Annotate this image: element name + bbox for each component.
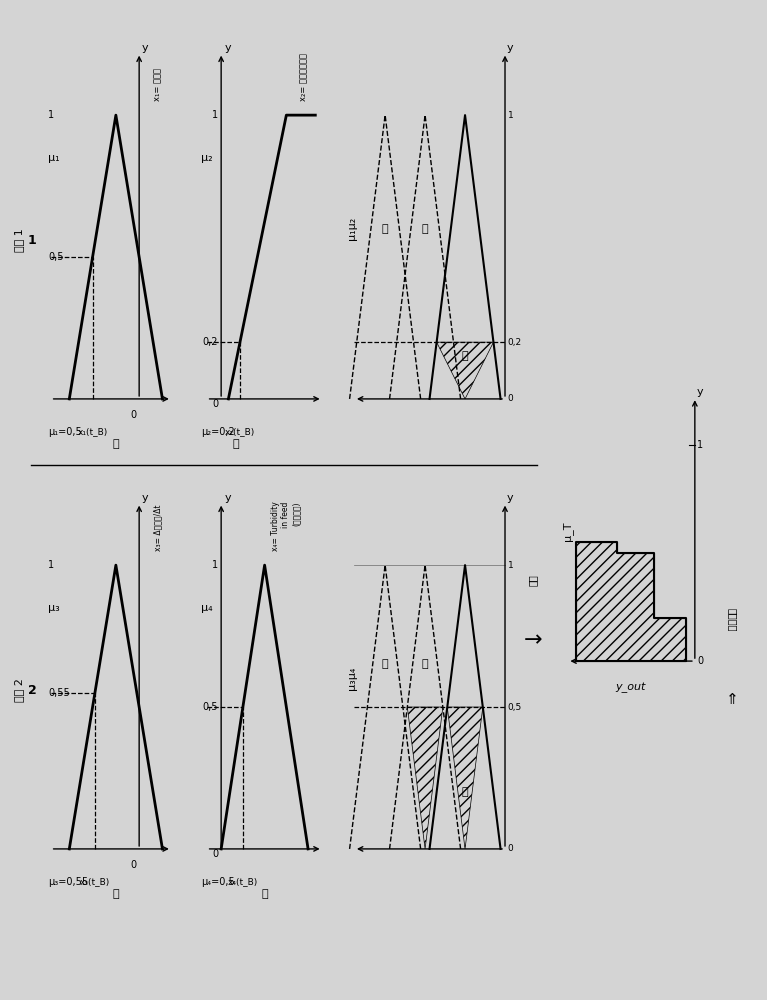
Text: y: y [225,493,232,503]
Text: 1: 1 [508,111,513,120]
Text: 1: 1 [48,110,54,120]
Text: y: y [141,493,148,503]
Text: y: y [225,43,232,53]
Text: 1: 1 [28,233,37,246]
Text: x₄(t_B): x₄(t_B) [228,877,258,886]
Text: μ₁=0,5: μ₁=0,5 [48,427,82,437]
Text: 0: 0 [212,399,219,409]
Text: x₃(t_B): x₃(t_B) [80,877,110,886]
Text: x₁(t_B): x₁(t_B) [77,427,107,436]
Text: 中: 中 [113,889,119,899]
Text: 0: 0 [697,656,703,666]
Text: 小: 小 [232,439,239,449]
Text: y: y [141,43,148,53]
Text: x₂(t_B): x₂(t_B) [225,427,255,436]
Text: 0,2: 0,2 [508,338,522,347]
Text: 0: 0 [130,860,137,870]
Text: y: y [507,43,513,53]
Text: 0: 0 [508,394,513,403]
Text: 1: 1 [212,110,219,120]
Text: μ₁: μ₁ [48,153,60,163]
Text: 中: 中 [422,659,429,669]
Text: 0: 0 [508,844,513,853]
Text: μ₂=0,2: μ₂=0,2 [201,427,235,437]
Text: μ_T: μ_T [562,522,573,541]
Text: 大: 大 [382,224,388,234]
Text: 小: 小 [462,787,469,797]
Text: 中: 中 [113,439,119,449]
Text: μ₃: μ₃ [48,603,60,613]
Text: 规则 1: 规则 1 [14,228,25,252]
Text: 0,2: 0,2 [202,337,219,347]
Text: 合成: 合成 [528,574,538,586]
Text: μ₁μ₂: μ₁μ₂ [347,217,357,240]
Text: x₂= 滤液体积流量: x₂= 滤液体积流量 [299,53,308,101]
Text: 0,55: 0,55 [48,688,70,698]
Text: 1: 1 [48,560,54,570]
Text: 小: 小 [462,351,469,361]
Text: 0: 0 [212,849,219,859]
Text: 1: 1 [508,561,513,570]
Text: μ₃=0,55: μ₃=0,55 [48,877,88,887]
Text: μ₄=0,5: μ₄=0,5 [201,877,235,887]
Text: μ₂: μ₂ [201,153,212,163]
Text: 大: 大 [382,659,388,669]
Text: 0,5: 0,5 [508,703,522,712]
Text: y: y [697,387,703,397]
Text: 逆流清洗: 逆流清洗 [727,608,738,632]
Text: 中: 中 [422,224,429,234]
Text: 0,5: 0,5 [48,252,64,262]
Text: μ₄: μ₄ [201,603,212,613]
Text: ⇑: ⇑ [726,692,739,708]
Text: 0: 0 [130,410,137,420]
Text: 1: 1 [212,560,219,570]
Text: 2: 2 [28,684,37,696]
Text: μ₃μ₄: μ₃μ₄ [347,667,357,690]
Text: x₄= Turbidity
in feed
(输入浊度): x₄= Turbidity in feed (输入浊度) [271,501,301,551]
Text: 1: 1 [697,440,703,450]
Text: 中: 中 [262,889,268,899]
Text: y: y [507,493,513,503]
Text: x₃= Δ跨膜压/Δt: x₃= Δ跨膜压/Δt [153,504,163,551]
Text: 0,5: 0,5 [202,702,219,712]
Text: 规则 2: 规则 2 [14,678,25,702]
Text: y_out: y_out [615,683,645,693]
Text: →: → [524,630,542,650]
Text: x₁= 跨膜压: x₁= 跨膜压 [153,68,163,101]
